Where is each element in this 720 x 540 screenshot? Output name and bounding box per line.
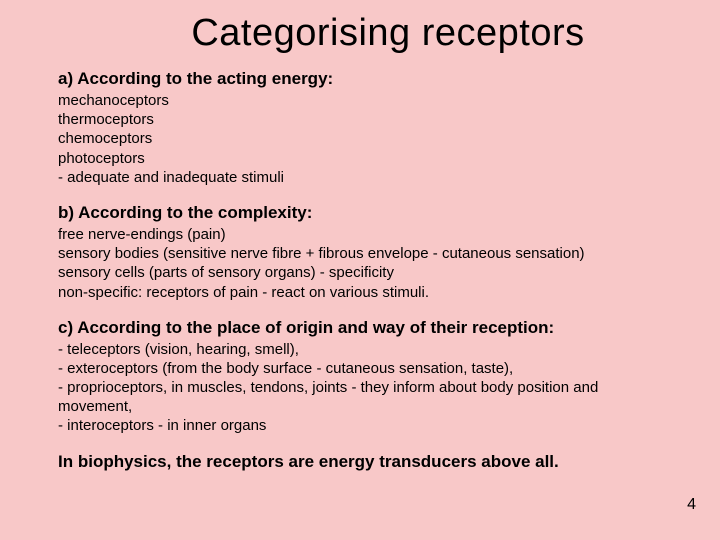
conclusion-text: In biophysics, the receptors are energy … [58,452,688,472]
section-b-body: free nerve-endings (pain) sensory bodies… [58,225,688,302]
section-b-heading: b) According to the complexity: [58,203,688,223]
slide-title: Categorising receptors [58,12,688,55]
slide-container: Categorising receptors a) According to t… [0,0,720,540]
section-c: c) According to the place of origin and … [58,318,688,436]
section-b: b) According to the complexity: free ner… [58,203,688,302]
section-c-body: - teleceptors (vision, hearing, smell), … [58,340,688,436]
section-a: a) According to the acting energy: mecha… [58,69,688,187]
section-a-heading: a) According to the acting energy: [58,69,688,89]
section-a-body: mechanoceptors thermoceptors chemoceptor… [58,91,688,187]
section-c-heading: c) According to the place of origin and … [58,318,688,338]
page-number: 4 [687,496,696,514]
